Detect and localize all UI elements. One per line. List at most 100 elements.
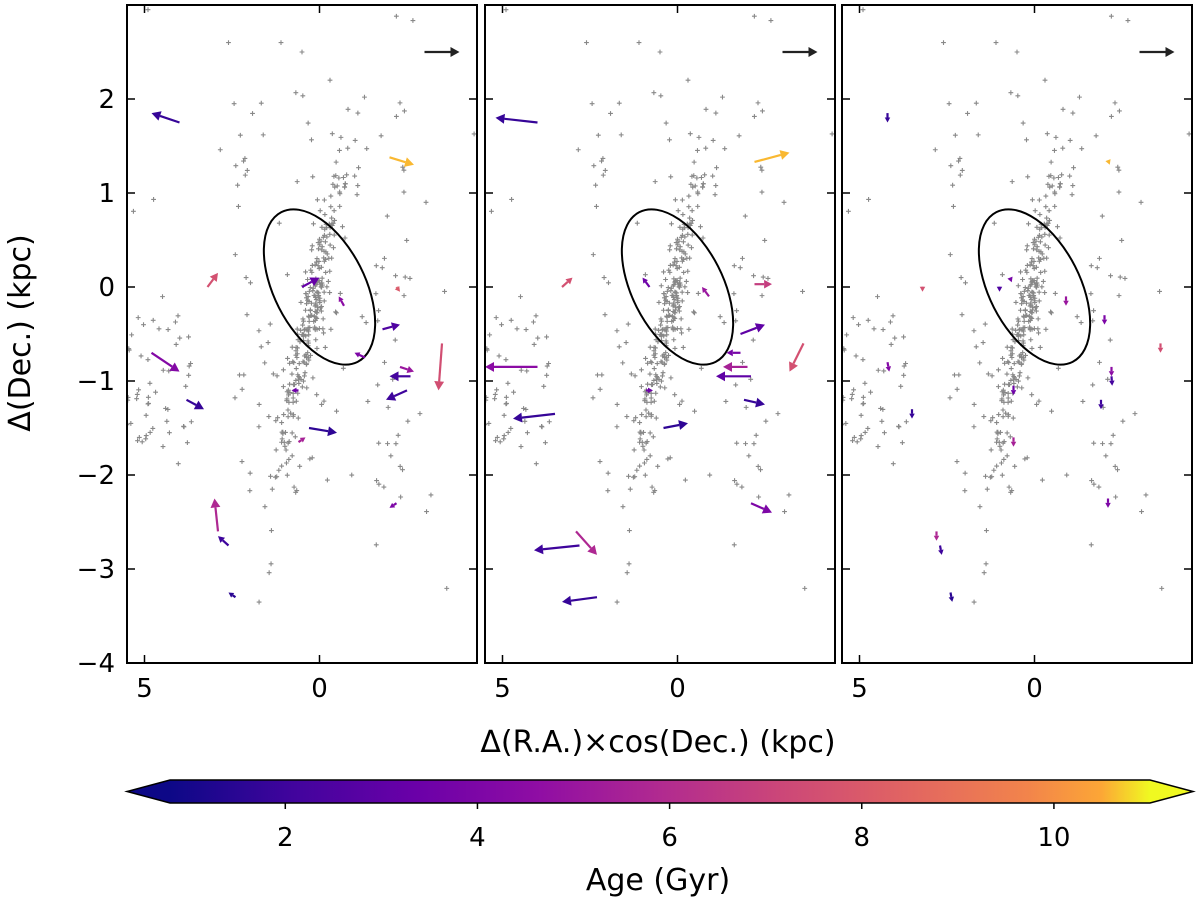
star-marker — [1046, 245, 1051, 250]
star-marker — [679, 331, 684, 336]
star-marker — [691, 310, 696, 315]
star-marker — [334, 409, 339, 414]
star-marker — [639, 412, 644, 417]
star-marker — [996, 412, 1001, 417]
star-marker — [324, 284, 329, 289]
star-marker — [644, 457, 649, 462]
star-marker — [1024, 137, 1029, 142]
star-marker — [176, 313, 181, 318]
x-tick-label: 5 — [494, 674, 511, 704]
star-marker — [1070, 192, 1075, 197]
star-marker — [1015, 50, 1020, 55]
star-marker — [624, 340, 629, 345]
star-marker — [769, 18, 774, 23]
star-marker — [393, 273, 398, 278]
star-marker — [408, 276, 413, 281]
star-marker — [865, 426, 870, 431]
y-tick-label: 0 — [98, 273, 115, 303]
star-marker — [1017, 374, 1022, 379]
star-marker — [850, 392, 855, 397]
star-marker — [1080, 399, 1085, 404]
star-marker — [257, 328, 262, 333]
star-marker — [651, 434, 656, 439]
star-marker — [291, 360, 296, 365]
star-marker — [1037, 299, 1042, 304]
star-marker — [506, 381, 511, 386]
star-marker — [882, 430, 887, 435]
star-marker — [1020, 277, 1025, 282]
star-marker — [238, 133, 243, 138]
star-marker — [161, 444, 166, 449]
star-marker — [257, 402, 262, 407]
star-marker — [1089, 291, 1094, 296]
star-marker — [499, 322, 504, 327]
star-marker — [519, 368, 524, 373]
star-marker — [661, 370, 666, 375]
star-marker — [376, 308, 381, 313]
star-marker — [218, 147, 223, 152]
star-marker — [509, 197, 514, 202]
star-marker — [1026, 375, 1031, 380]
star-marker — [309, 137, 314, 142]
motion-arrow — [390, 503, 397, 508]
star-marker — [186, 373, 191, 378]
motion-arrow — [152, 111, 180, 122]
star-marker — [1071, 165, 1076, 170]
motion-arrow — [716, 371, 751, 381]
star-marker — [284, 461, 289, 466]
star-marker — [1049, 160, 1054, 165]
star-marker — [680, 299, 685, 304]
motion-arrow — [152, 353, 180, 372]
star-marker — [1047, 233, 1052, 238]
motion-arrow — [1158, 343, 1164, 352]
star-marker — [978, 504, 983, 509]
star-marker — [297, 464, 302, 469]
star-marker — [615, 402, 620, 407]
star-marker — [635, 221, 640, 226]
star-marker — [509, 318, 514, 323]
motion-arrow — [562, 278, 573, 287]
star-marker — [492, 396, 497, 401]
star-marker — [1115, 467, 1120, 472]
star-marker — [615, 424, 620, 429]
star-marker — [442, 289, 447, 294]
star-marker — [176, 461, 181, 466]
star-marker — [269, 561, 274, 566]
star-marker — [1056, 366, 1061, 371]
star-marker — [151, 197, 156, 202]
star-marker — [680, 290, 685, 295]
star-marker — [658, 50, 663, 55]
star-marker — [752, 14, 757, 19]
star-marker — [1070, 111, 1075, 116]
star-marker — [508, 376, 513, 381]
star-marker — [689, 245, 694, 250]
star-marker — [690, 233, 695, 238]
star-marker — [1037, 212, 1042, 217]
motion-arrow — [299, 437, 306, 442]
star-marker — [1035, 326, 1040, 331]
star-marker — [897, 424, 902, 429]
star-marker — [161, 368, 166, 373]
star-marker — [511, 390, 516, 395]
star-marker — [898, 384, 903, 389]
star-marker — [679, 316, 684, 321]
star-marker — [739, 485, 744, 490]
star-marker — [748, 377, 753, 382]
star-marker — [608, 111, 613, 116]
star-marker — [682, 284, 687, 289]
star-marker — [653, 179, 658, 184]
star-marker — [760, 190, 765, 195]
star-marker — [1007, 485, 1012, 490]
star-marker — [648, 372, 653, 377]
star-marker — [300, 93, 305, 98]
star-marker — [1023, 308, 1028, 313]
star-marker — [963, 280, 968, 285]
star-marker — [688, 131, 693, 136]
star-marker — [257, 424, 262, 429]
star-marker — [146, 7, 151, 12]
star-marker — [424, 509, 429, 514]
star-marker — [322, 399, 327, 404]
star-marker — [620, 360, 625, 365]
star-marker — [508, 426, 513, 431]
star-marker — [398, 464, 403, 469]
